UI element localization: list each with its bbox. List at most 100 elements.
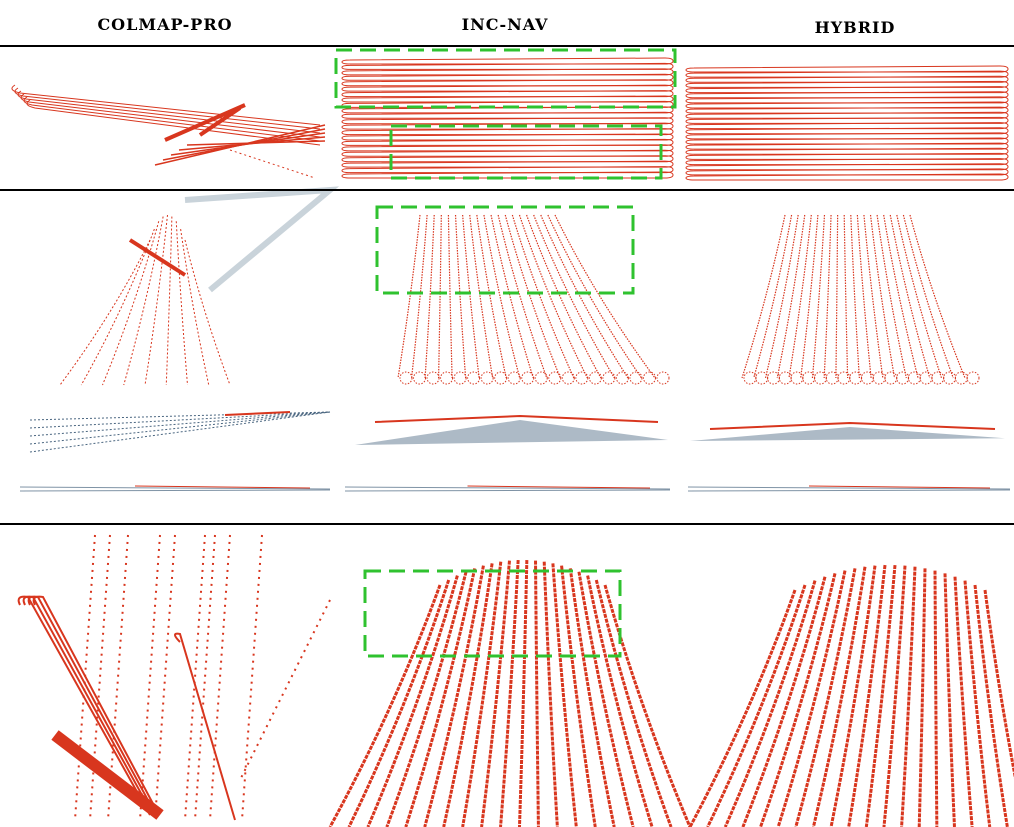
trajectory (562, 372, 574, 384)
trajectory (871, 215, 895, 378)
trajectory (534, 215, 615, 378)
trajectory (342, 58, 673, 64)
trajectory (103, 221, 159, 385)
trajectory (985, 590, 1014, 827)
trajectory (185, 190, 330, 290)
trajectory (522, 372, 534, 384)
trajectory (140, 535, 160, 820)
trajectory (562, 566, 596, 827)
trajectory (945, 573, 954, 827)
trajectory (181, 229, 209, 385)
trajectory (589, 372, 601, 384)
trajectory (838, 372, 850, 384)
trajectory (30, 412, 330, 428)
trajectory (955, 577, 972, 827)
trajectory (185, 240, 230, 385)
trajectory (398, 215, 420, 378)
trajectory (616, 372, 628, 384)
trajectory (441, 372, 453, 384)
trajectory (744, 372, 756, 384)
trajectory (477, 215, 506, 378)
trajectory (12, 85, 320, 125)
trajectory (824, 215, 831, 378)
trajectory (230, 150, 315, 178)
trajectory (481, 372, 493, 384)
trajectory (55, 735, 160, 815)
trajectory (185, 535, 205, 820)
trajectory (885, 372, 897, 384)
trajectory (897, 372, 909, 384)
reconstructions (12, 58, 1014, 827)
trajectory (512, 215, 573, 378)
trajectory (30, 412, 330, 444)
trajectory (844, 215, 847, 378)
trajectory (541, 215, 628, 378)
trajectory (596, 580, 671, 827)
trajectory (387, 572, 466, 827)
trajectory (242, 535, 262, 820)
trajectory (967, 372, 979, 384)
trajectory (536, 561, 539, 827)
trajectory (240, 600, 330, 780)
trajectory (175, 634, 235, 820)
trajectory (897, 215, 942, 378)
column-header: COLMAP-PRO (97, 15, 232, 34)
trajectory (955, 372, 967, 384)
figure: COLMAP-PRO INC-NAV HYBRID (0, 0, 1014, 827)
trajectory (801, 215, 818, 378)
trajectory (630, 372, 642, 384)
trajectory (439, 215, 442, 378)
trajectory (851, 215, 860, 378)
trajectory (603, 372, 615, 384)
column-header: INC-NAV (462, 15, 549, 34)
trajectory (861, 372, 873, 384)
trajectory (944, 372, 956, 384)
trajectory (425, 215, 434, 378)
trajectory (910, 215, 965, 378)
column-header: HYBRID (815, 18, 896, 37)
trajectory (412, 215, 428, 378)
trajectory (690, 590, 795, 827)
trajectory (484, 215, 520, 378)
trajectory (470, 215, 493, 378)
trajectory (176, 221, 187, 385)
trajectory (30, 412, 330, 436)
trajectory (330, 585, 440, 827)
trajectory (355, 420, 668, 445)
trajectory (857, 215, 871, 378)
trajectory (427, 372, 439, 384)
trajectory (19, 597, 150, 815)
trajectory (498, 215, 547, 378)
trajectory (690, 427, 1005, 441)
trajectory (884, 566, 905, 827)
trajectory (903, 215, 953, 378)
trajectory (448, 215, 452, 378)
trajectory (81, 229, 154, 385)
trajectory (836, 215, 838, 378)
trajectory (812, 215, 824, 378)
trajectory (145, 215, 168, 385)
trajectory (777, 215, 805, 378)
trajectory (873, 372, 885, 384)
trajectory (225, 412, 290, 415)
trajectory (935, 571, 937, 827)
trajectory (742, 215, 785, 378)
trajectory (548, 215, 642, 378)
trajectory (919, 568, 925, 827)
trajectory (400, 372, 412, 384)
trajectory (576, 372, 588, 384)
trajectory (454, 372, 466, 384)
trajectory (908, 372, 920, 384)
trajectory (932, 372, 944, 384)
trajectory (501, 560, 519, 827)
trajectory (468, 372, 480, 384)
trajectory (920, 372, 932, 384)
trajectory (414, 372, 426, 384)
trajectory (754, 215, 792, 378)
trajectory (657, 372, 669, 384)
highlight-box (377, 207, 633, 293)
trajectory (495, 372, 507, 384)
page: COLMAP-PRO INC-NAV HYBRID (() => { const… (0, 0, 1014, 827)
trajectory (725, 581, 815, 827)
trajectory (195, 535, 215, 820)
